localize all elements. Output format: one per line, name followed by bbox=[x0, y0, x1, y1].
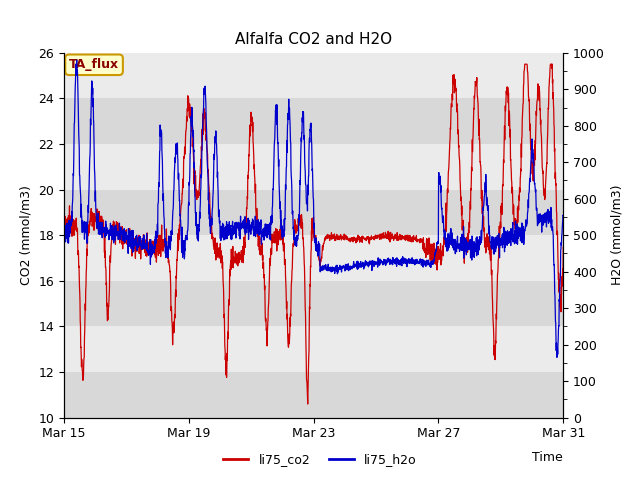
Y-axis label: CO2 (mmol/m3): CO2 (mmol/m3) bbox=[20, 185, 33, 285]
Bar bbox=[64, 53, 563, 98]
Text: TA_flux: TA_flux bbox=[69, 58, 119, 71]
Legend: li75_co2, li75_h2o: li75_co2, li75_h2o bbox=[218, 448, 422, 471]
Title: Alfalfa CO2 and H2O: Alfalfa CO2 and H2O bbox=[235, 33, 392, 48]
Bar bbox=[64, 235, 563, 281]
Y-axis label: H2O (mmol/m3): H2O (mmol/m3) bbox=[611, 185, 623, 286]
Text: Time: Time bbox=[532, 451, 563, 464]
Bar bbox=[64, 326, 563, 372]
Bar bbox=[64, 281, 563, 326]
Bar bbox=[64, 98, 563, 144]
Bar bbox=[64, 372, 563, 418]
Bar bbox=[64, 190, 563, 235]
Bar bbox=[64, 144, 563, 190]
